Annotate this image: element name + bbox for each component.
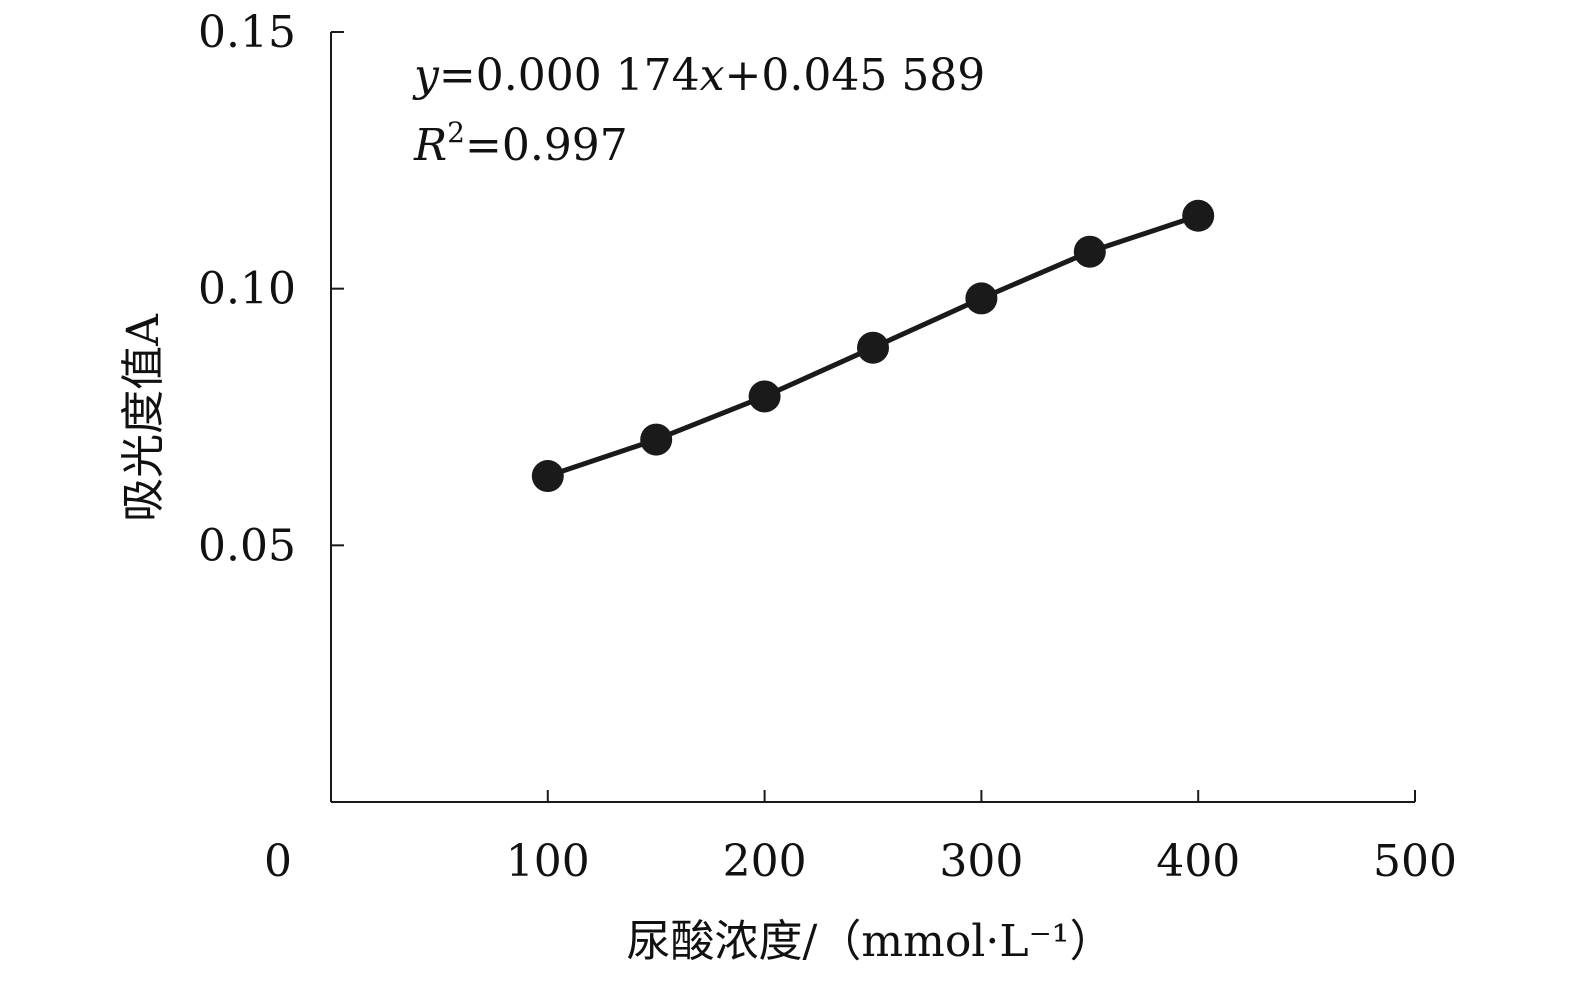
series-layer [531, 199, 1215, 493]
r-squared-variable: R [413, 120, 447, 171]
data-point [1073, 235, 1106, 268]
data-point [748, 380, 781, 413]
y-ticks: 0.05 0.10 0.15 [198, 7, 344, 571]
y-tick-label: 0.05 [198, 520, 296, 571]
x-axis-label: 尿酸浓度/（mmol·L⁻¹） [627, 916, 1114, 967]
x-tick-label: 200 [723, 836, 807, 887]
x-tick-label: 100 [506, 836, 590, 887]
axes [330, 32, 1415, 803]
y-tick-label: 0.15 [198, 7, 296, 58]
data-point [857, 331, 889, 364]
y-tick-label: 0.10 [198, 264, 296, 315]
data-point [640, 423, 673, 456]
x-tick-label: 300 [939, 836, 1023, 887]
r-squared-annotation: R2=0.997 [413, 116, 628, 171]
x-ticks: 0 100 200 300 400 500 [264, 790, 1457, 887]
data-point [531, 460, 564, 493]
x-tick-label: 400 [1156, 836, 1240, 887]
equation-slope: =0.000 174 [439, 50, 700, 101]
data-point [965, 282, 998, 315]
data-point [1182, 199, 1215, 232]
r-squared-value: =0.997 [465, 120, 628, 171]
equation-intercept: +0.045 589 [725, 50, 986, 101]
x-tick-label: 0 [264, 836, 292, 887]
equation-y-variable: y [412, 50, 440, 101]
y-axis-label: 吸光度值A [118, 313, 169, 522]
x-tick-label: 500 [1373, 836, 1457, 887]
r-squared-exponent: 2 [447, 116, 465, 149]
equation-x-variable: x [700, 50, 725, 101]
equation-annotation: y=0.000 174x+0.045 589 [412, 50, 985, 101]
